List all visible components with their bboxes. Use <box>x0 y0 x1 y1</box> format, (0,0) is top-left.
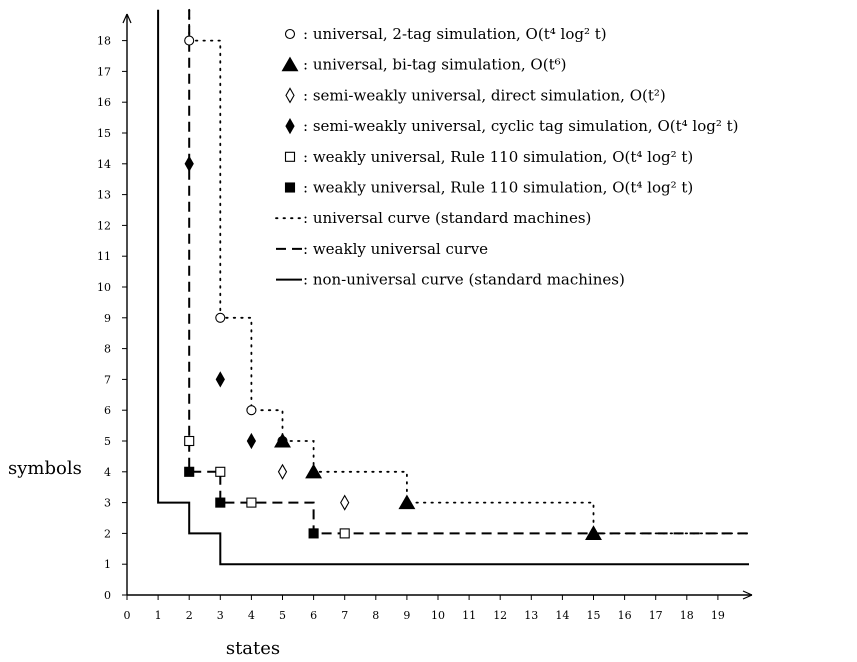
legend-entry-label: : semi-weakly universal, direct simulati… <box>303 86 666 104</box>
diamond-filled-data-point <box>184 155 194 172</box>
x-axis-arrow-icon <box>742 590 753 600</box>
square-open-data-point <box>184 435 195 447</box>
x-tick-label: 19 <box>711 609 725 622</box>
diamond-open-data-point <box>340 494 350 511</box>
square-open-data-point <box>246 497 257 508</box>
x-tick-label: 18 <box>680 609 694 622</box>
x-tick-label: 6 <box>310 609 317 622</box>
x-tick-label: 5 <box>279 609 286 622</box>
x-tick-label: 14 <box>555 609 569 622</box>
y-tick-label: 6 <box>104 404 111 417</box>
square-filled-data-point <box>308 528 319 539</box>
x-tick-label: 13 <box>524 609 538 622</box>
square-open-data-point <box>339 528 350 539</box>
y-tick-label: 17 <box>97 65 111 78</box>
x-tick-label: 12 <box>493 609 507 622</box>
legend-entry-label: : weakly universal, Rule 110 simulation,… <box>303 179 693 197</box>
x-tick-label: 10 <box>431 609 445 622</box>
circle-open-data-point <box>246 405 257 416</box>
legend-entry-label: : weakly universal, Rule 110 simulation,… <box>303 148 693 166</box>
x-tick-label: 17 <box>649 609 663 622</box>
y-tick-label: 5 <box>104 435 111 448</box>
diamond-open-data-point <box>277 463 288 480</box>
solid-curve <box>157 9 749 566</box>
legend-entry-label: : universal, 2-tag simulation, O(t⁴ log²… <box>303 25 607 43</box>
markers-layer <box>184 35 602 540</box>
y-axis-label: symbols <box>8 458 82 479</box>
y-tick-label: 10 <box>97 281 111 294</box>
legend: : universal, 2-tag simulation, O(t⁴ log²… <box>275 25 739 289</box>
x-tick-label: 9 <box>403 609 410 622</box>
circle-open-data-point <box>184 35 195 46</box>
square-open-data-point <box>215 466 226 477</box>
y-tick-label: 11 <box>97 250 111 263</box>
y-tick-label: 18 <box>97 35 111 48</box>
y-tick-label: 12 <box>97 219 111 232</box>
x-tick-label: 7 <box>341 609 348 622</box>
y-tick-label: 9 <box>104 312 111 325</box>
diamond-filled-data-point <box>246 432 257 450</box>
x-tick-label: 11 <box>462 609 476 622</box>
y-tick-label: 4 <box>104 466 111 479</box>
axes <box>122 13 753 600</box>
legend-diamond-open-icon <box>285 87 295 104</box>
triangle-filled-data-point <box>305 463 323 479</box>
y-tick-label: 0 <box>104 589 111 602</box>
x-tick-label: 3 <box>217 609 224 622</box>
x-tick-label: 4 <box>248 609 255 622</box>
legend-circle-open-icon <box>284 28 296 40</box>
y-tick-label: 7 <box>104 373 111 386</box>
triangle-filled-data-point <box>585 525 602 540</box>
legend-square-filled-icon <box>284 182 296 193</box>
circle-open-data-point <box>215 312 226 323</box>
x-tick-label: 8 <box>372 609 379 622</box>
legend-entry-label: : weakly universal curve <box>303 240 488 258</box>
square-filled-data-point <box>215 497 226 508</box>
x-tick-label: 2 <box>186 609 193 622</box>
triangle-filled-data-point <box>274 432 291 448</box>
y-axis-arrow-icon <box>122 13 132 24</box>
legend-triangle-filled-icon <box>281 56 299 72</box>
x-tick-label: 0 <box>124 609 131 622</box>
legend-diamond-filled-icon <box>285 117 295 135</box>
legend-square-open-icon <box>284 151 296 162</box>
legend-entry-label: : non-universal curve (standard machines… <box>303 271 625 289</box>
legend-entry-label: : universal curve (standard machines) <box>303 209 591 227</box>
x-tick-label: 16 <box>618 609 632 622</box>
y-tick-label: 15 <box>97 127 111 140</box>
ticks: 0 1 2 3 4 5 6 7 8 9 10 11 12 13 14 15 16 17 18 190123456789… <box>97 35 725 622</box>
y-tick-label: 1 <box>104 558 111 571</box>
diamond-filled-data-point <box>215 371 225 388</box>
y-tick-label: 14 <box>97 158 111 171</box>
y-tick-label: 3 <box>104 497 111 510</box>
y-tick-label: 16 <box>97 96 111 109</box>
legend-entry-label: : semi-weakly universal, cyclic tag simu… <box>303 117 739 135</box>
triangle-filled-data-point <box>398 494 416 510</box>
x-axis-label: states <box>226 638 280 659</box>
x-tick-label: 1 <box>155 609 162 622</box>
x-tick-label: 15 <box>587 609 601 622</box>
square-filled-data-point <box>184 466 195 477</box>
y-tick-label: 8 <box>104 343 111 356</box>
legend-entry-label: : universal, bi-tag simulation, O(t⁶) <box>303 56 566 74</box>
y-tick-label: 13 <box>97 189 111 202</box>
y-tick-label: 2 <box>104 527 111 540</box>
